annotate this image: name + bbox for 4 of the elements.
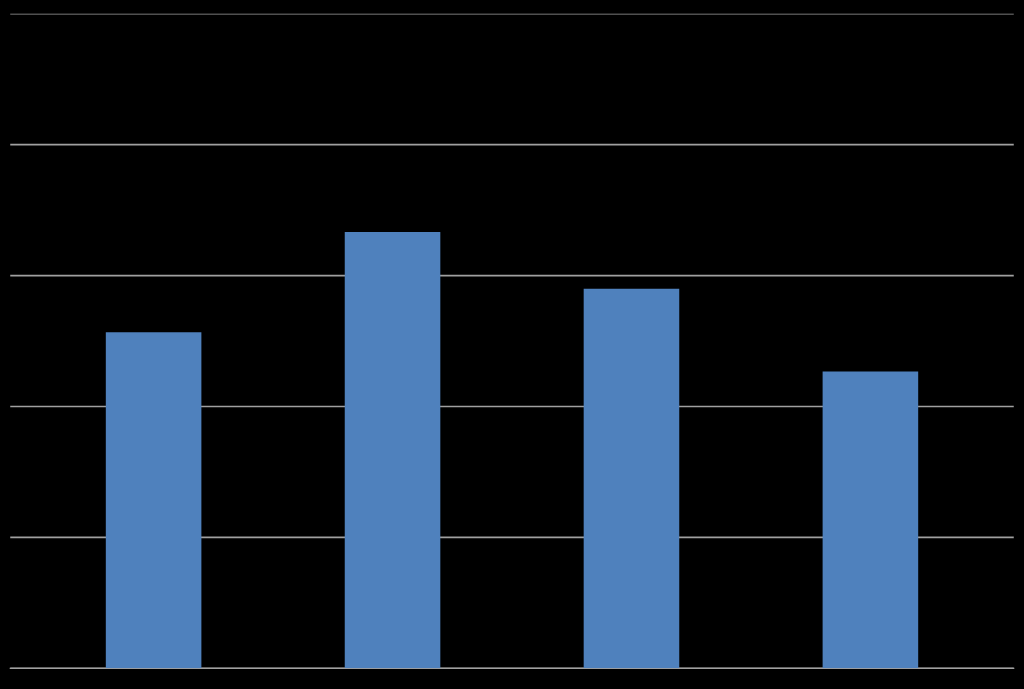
bar bbox=[105, 332, 202, 669]
bar bbox=[583, 288, 680, 669]
bar bbox=[822, 371, 919, 669]
bar bbox=[344, 231, 441, 669]
